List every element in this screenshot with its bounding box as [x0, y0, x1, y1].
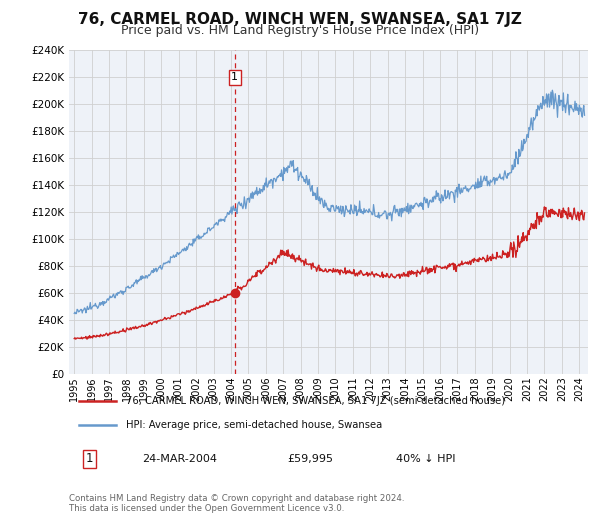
- Text: 40% ↓ HPI: 40% ↓ HPI: [396, 454, 455, 464]
- Text: Price paid vs. HM Land Registry's House Price Index (HPI): Price paid vs. HM Land Registry's House …: [121, 24, 479, 37]
- Text: HPI: Average price, semi-detached house, Swansea: HPI: Average price, semi-detached house,…: [126, 420, 382, 430]
- Text: 76, CARMEL ROAD, WINCH WEN, SWANSEA, SA1 7JZ (semi-detached house): 76, CARMEL ROAD, WINCH WEN, SWANSEA, SA1…: [126, 396, 505, 406]
- Text: 24-MAR-2004: 24-MAR-2004: [142, 454, 217, 464]
- Text: 1: 1: [86, 453, 94, 465]
- Text: £59,995: £59,995: [287, 454, 333, 464]
- Text: 1: 1: [232, 72, 238, 82]
- Text: 76, CARMEL ROAD, WINCH WEN, SWANSEA, SA1 7JZ: 76, CARMEL ROAD, WINCH WEN, SWANSEA, SA1…: [78, 12, 522, 26]
- Text: Contains HM Land Registry data © Crown copyright and database right 2024.
This d: Contains HM Land Registry data © Crown c…: [69, 494, 404, 514]
